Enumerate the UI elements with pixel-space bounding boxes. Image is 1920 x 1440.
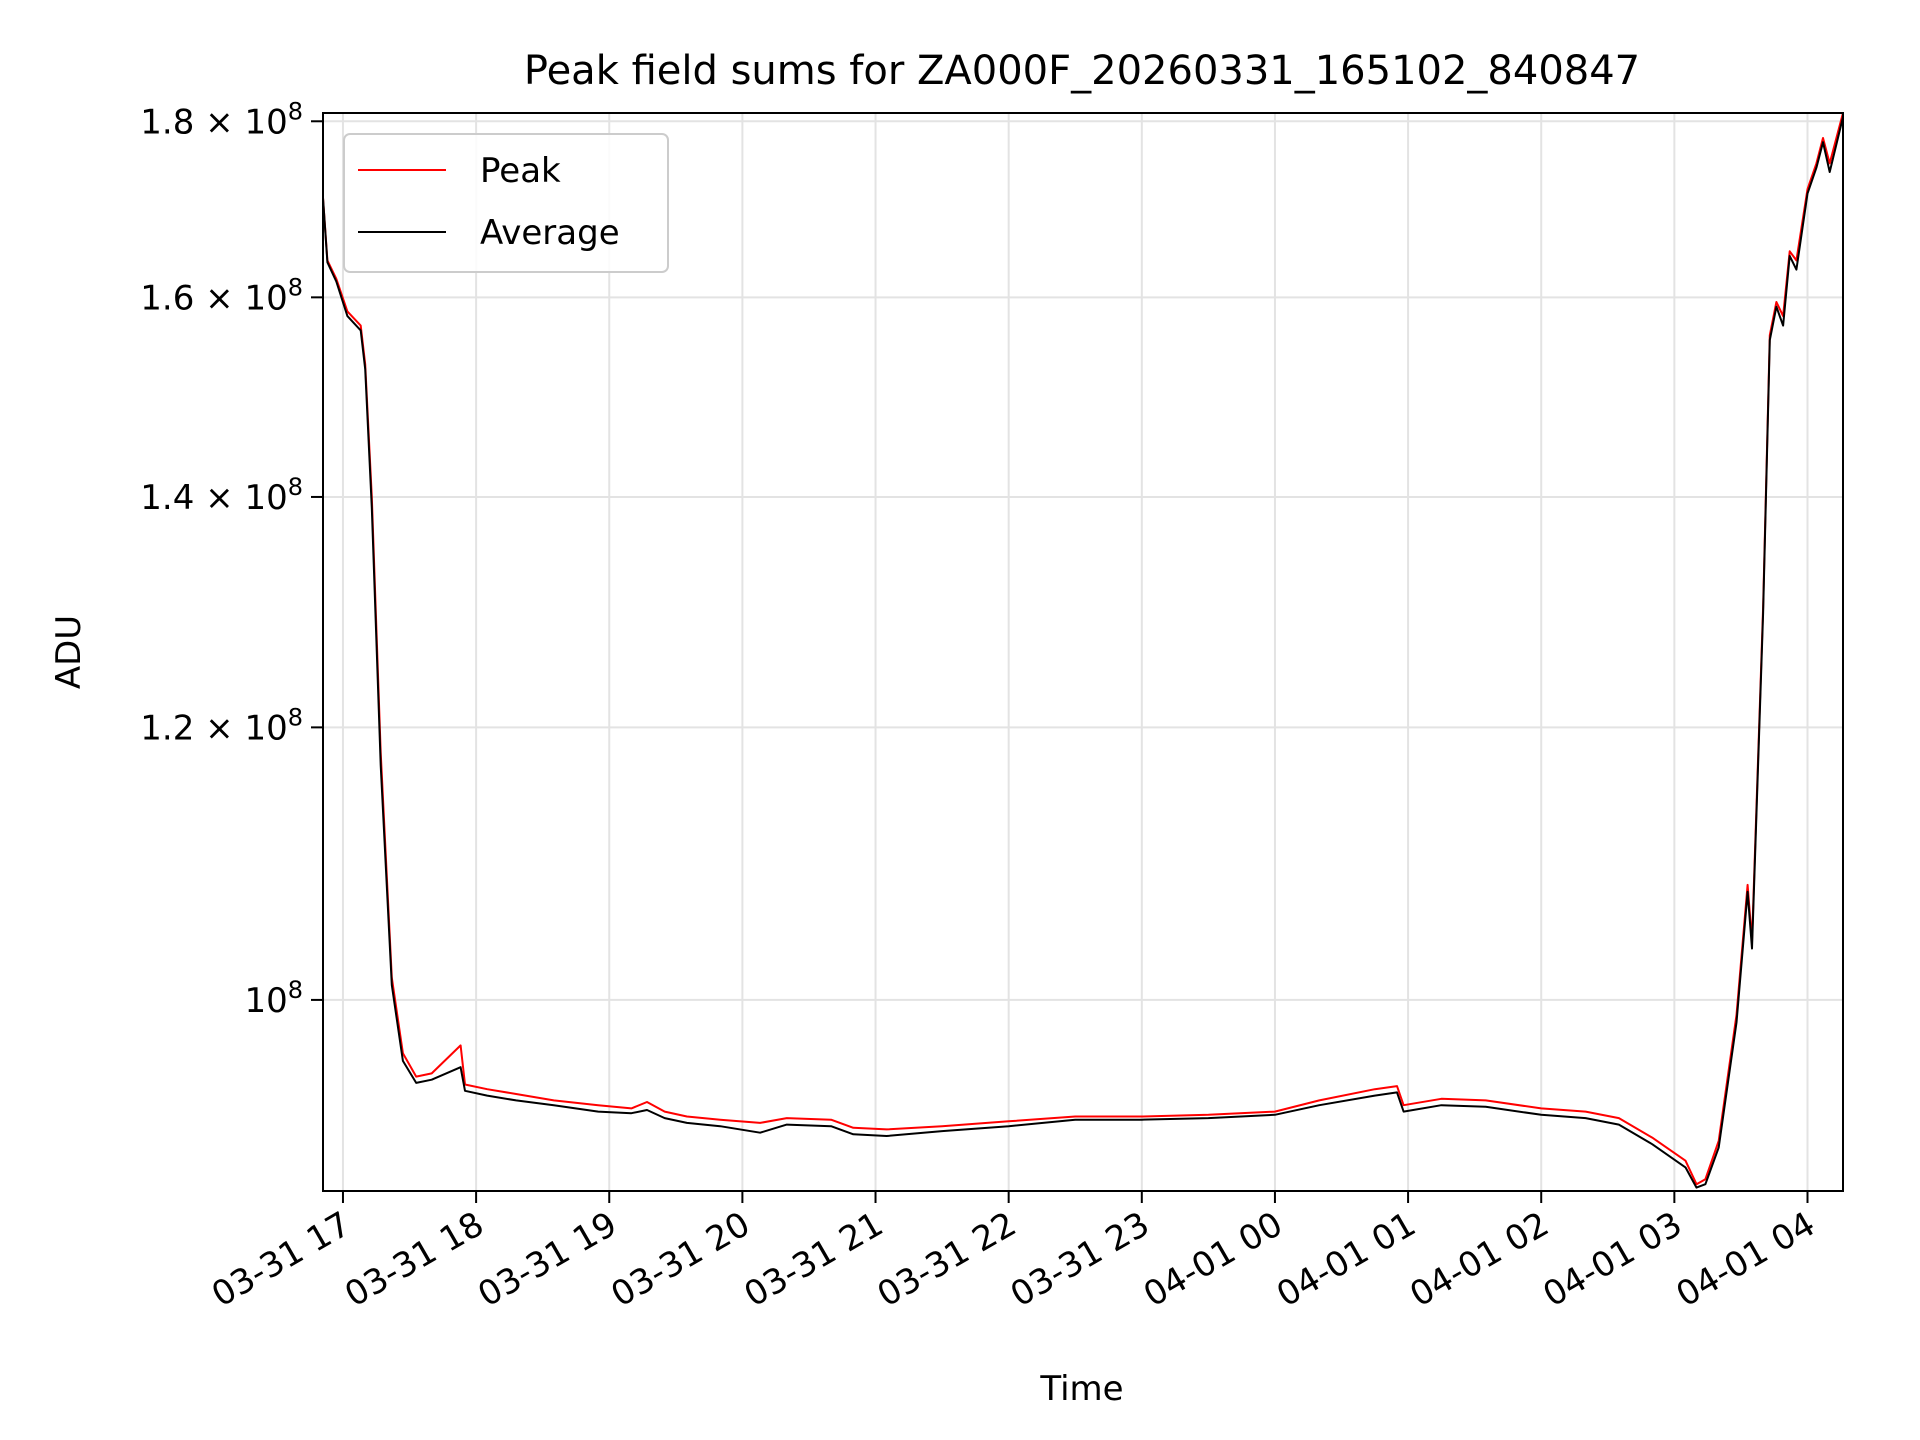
y-tick-label: 1.2 × 108 — [140, 703, 303, 748]
x-axis-label: Time — [1039, 1369, 1123, 1409]
y-tick-label: 1.6 × 108 — [140, 273, 303, 318]
series-layer — [322, 112, 1844, 1189]
legend-label-peak: Peak — [480, 151, 561, 191]
legend-box — [343, 133, 669, 273]
chart-title: Peak field sums for ZA000F_20260331_1651… — [524, 48, 1640, 94]
series-line-average — [322, 116, 1844, 1189]
y-tick-label: 1.4 × 108 — [140, 473, 303, 518]
y-tick-label: 1.8 × 108 — [140, 97, 303, 142]
plot-frame — [322, 112, 1844, 1192]
legend-label-average: Average — [480, 213, 620, 253]
legend: Peak Average — [343, 133, 669, 273]
y-axis-label: ADU — [49, 615, 89, 689]
grid — [323, 113, 1843, 1191]
